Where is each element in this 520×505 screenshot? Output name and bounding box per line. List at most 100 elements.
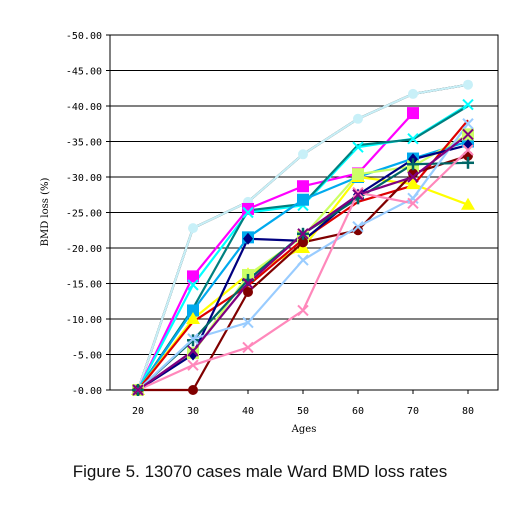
y-axis-label: BMD loss (%) — [40, 178, 51, 247]
point — [352, 189, 364, 201]
y-tick-label: -0.00 — [72, 386, 102, 397]
point — [187, 304, 199, 317]
x-tick-label: 60 — [352, 406, 364, 417]
point — [187, 270, 199, 283]
point-stroke — [462, 98, 474, 111]
point — [407, 107, 419, 120]
point — [462, 144, 474, 156]
point-stroke — [352, 141, 364, 153]
point-stroke — [352, 220, 364, 233]
point-stroke — [462, 118, 474, 130]
line-chart: -50.00 -45.00 -40.00 -35.00 -30.00 -25.00 -20.… — [40, 31, 499, 435]
point — [242, 202, 254, 215]
y-axis-ticks: -50.00 -45.00 -40.00 -35.00 -30.00 -25.00 -20.… — [66, 31, 110, 397]
point — [298, 149, 308, 160]
point — [187, 279, 199, 291]
y-tick-label: -5.00 — [72, 351, 102, 362]
point — [407, 158, 419, 171]
series-markers — [131, 79, 475, 396]
y-tick-label: -45.00 — [66, 67, 102, 78]
point — [187, 333, 199, 345]
point — [297, 180, 309, 193]
point — [188, 348, 198, 361]
point — [297, 228, 309, 240]
point — [407, 132, 419, 145]
x-tick-label: 30 — [187, 406, 199, 417]
point — [352, 186, 364, 199]
point — [242, 341, 254, 354]
point-stroke — [242, 277, 254, 290]
point-stroke — [187, 359, 199, 371]
chart-area: -50.00 -45.00 -40.00 -35.00 -30.00 -25.00 -20.… — [40, 31, 499, 435]
point-stroke — [297, 228, 309, 240]
series-line-3 — [137, 112, 414, 391]
point-stroke — [242, 316, 254, 329]
point-stroke — [187, 333, 199, 345]
x-tick-label: 80 — [462, 406, 474, 417]
y-tick-label: -25.00 — [66, 209, 102, 220]
x-tick-label: 20 — [132, 406, 144, 417]
point — [408, 168, 418, 179]
point-stroke — [297, 304, 309, 317]
point-stroke — [132, 384, 144, 396]
point — [243, 232, 253, 245]
y-tick-label: -40.00 — [66, 102, 102, 113]
point — [462, 128, 474, 141]
gridlines — [110, 34, 498, 391]
point — [407, 192, 419, 205]
point — [407, 197, 419, 209]
y-tick-label: -30.00 — [66, 173, 102, 184]
point — [353, 225, 363, 236]
point-stroke — [242, 341, 254, 354]
point-stroke — [187, 345, 199, 357]
point-stroke — [352, 189, 364, 201]
point-stroke — [407, 197, 419, 209]
point — [297, 254, 309, 266]
point — [407, 171, 419, 183]
point — [298, 237, 308, 248]
y-tick-label: -20.00 — [66, 244, 102, 255]
point — [242, 277, 254, 290]
y-tick-label: -35.00 — [66, 138, 102, 149]
point-stroke — [352, 186, 364, 199]
point — [408, 88, 418, 99]
point — [462, 156, 474, 169]
point-stroke — [407, 171, 419, 183]
point — [243, 287, 253, 298]
x-axis-label: Ages — [291, 424, 317, 435]
point — [188, 385, 198, 395]
point — [187, 345, 199, 357]
point-stroke — [407, 192, 419, 205]
x-axis-ticks: 20 30 40 50 60 70 80 — [132, 390, 474, 417]
point-stroke — [407, 132, 419, 145]
point — [188, 223, 198, 234]
x-tick-label: 70 — [407, 406, 419, 417]
point — [187, 359, 199, 371]
point — [352, 168, 364, 181]
point — [242, 316, 254, 329]
point-stroke — [462, 144, 474, 156]
point — [352, 220, 364, 233]
point-stroke — [242, 206, 254, 219]
point-stroke — [187, 279, 199, 291]
point — [352, 141, 364, 153]
point-stroke — [297, 254, 309, 266]
point — [297, 304, 309, 317]
point — [406, 177, 420, 190]
point — [353, 113, 363, 124]
x-tick-label: 40 — [242, 406, 254, 417]
y-tick-label: -50.00 — [66, 31, 102, 42]
point-stroke — [462, 128, 474, 141]
y-tick-label: -15.00 — [66, 280, 102, 291]
point — [187, 334, 199, 347]
point — [461, 197, 475, 210]
point — [186, 312, 200, 324]
point — [242, 206, 254, 219]
point — [462, 98, 474, 111]
point — [463, 79, 473, 90]
figure-caption: Figure 5. 13070 cases male Ward BMD loss… — [72, 462, 448, 481]
point — [297, 193, 309, 206]
x-tick-label: 50 — [297, 406, 309, 417]
y-tick-label: -10.00 — [66, 315, 102, 326]
point — [132, 384, 144, 396]
